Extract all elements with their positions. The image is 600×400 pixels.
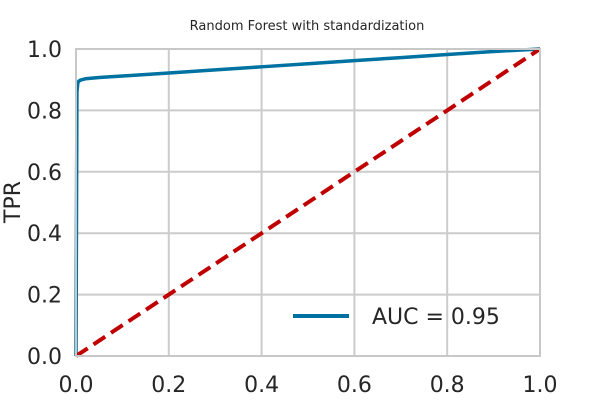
y-tick-labels: 0.0 0.2 0.4 0.6 0.8 1.0 <box>27 38 62 370</box>
x-tick-label-2: 0.4 <box>244 373 279 398</box>
x-tick-label-3: 0.6 <box>337 373 372 398</box>
y-axis-label: TPR <box>1 181 26 224</box>
plot-frame <box>75 48 541 357</box>
x-tick-label-5: 1.0 <box>523 373 558 398</box>
legend: AUC = 0.95 <box>293 305 500 330</box>
x-tick-label-1: 0.2 <box>151 373 186 398</box>
legend-label-auc: AUC = 0.95 <box>372 305 500 330</box>
series-layer <box>74 47 542 358</box>
chart-title: Random Forest with standardization <box>190 19 425 34</box>
y-tick-label-5: 1.0 <box>27 38 62 63</box>
chance-diagonal-line <box>74 47 542 358</box>
y-tick-label-1: 0.2 <box>27 284 62 309</box>
y-tick-label-3: 0.6 <box>27 161 62 186</box>
x-tick-labels: 0.0 0.2 0.4 0.6 0.8 1.0 <box>59 373 558 398</box>
roc-curve-line <box>74 47 541 357</box>
y-tick-label-0: 0.0 <box>27 345 62 370</box>
x-tick-label-4: 0.8 <box>430 373 465 398</box>
y-tick-label-4: 0.8 <box>27 99 62 124</box>
x-tick-label-0: 0.0 <box>59 373 94 398</box>
y-tick-label-2: 0.4 <box>27 222 62 247</box>
